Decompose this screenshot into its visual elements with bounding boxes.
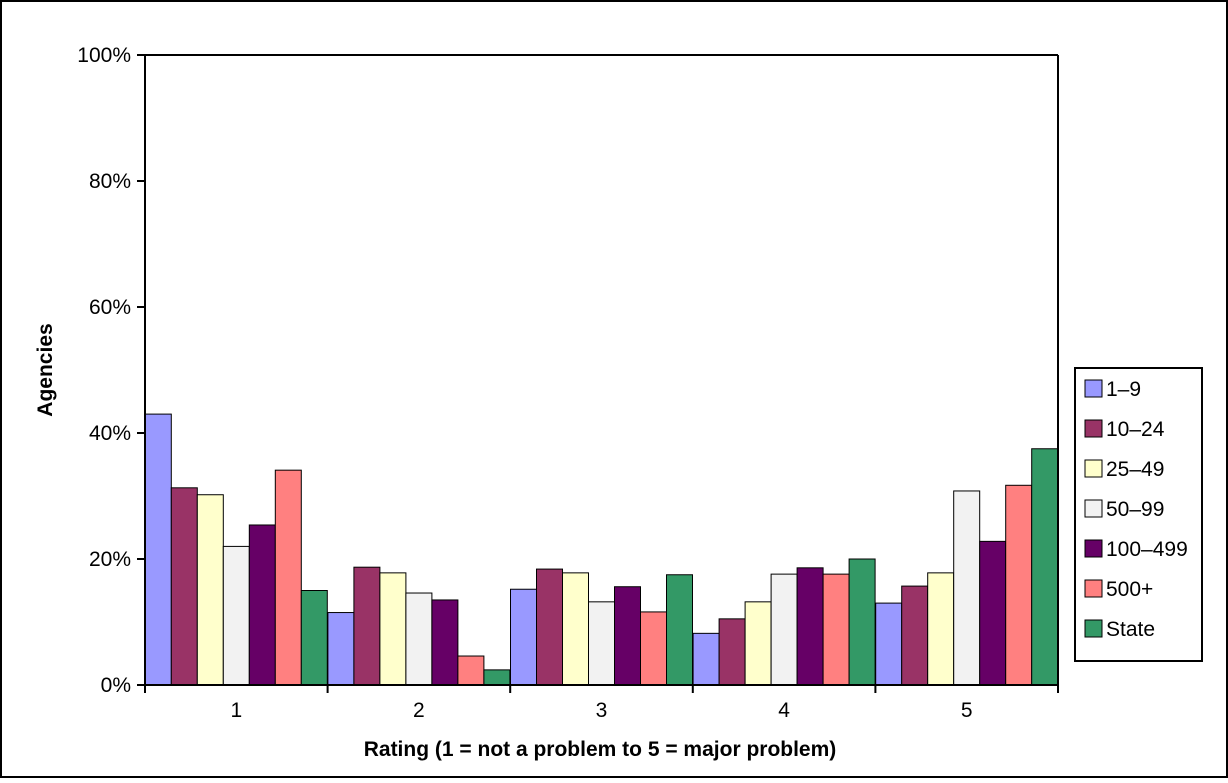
legend-swatch	[1084, 539, 1103, 558]
y-tick-label: 40%	[89, 422, 131, 445]
bar-500+-rating-3	[640, 611, 667, 686]
x-tick-label: 1	[230, 699, 242, 722]
legend-label: State	[1106, 618, 1155, 641]
legend-label: 500+	[1106, 578, 1153, 601]
bar-25–49-rating-2	[379, 572, 407, 686]
y-tick-label: 20%	[89, 548, 131, 571]
bar-10–24-rating-3	[536, 568, 563, 686]
bar-100–499-rating-3	[614, 586, 641, 686]
bar-25–49-rating-3	[562, 572, 589, 686]
bar-State-rating-5	[1031, 448, 1059, 686]
bar-25–49-rating-1	[196, 494, 224, 686]
x-axis-title: Rating (1 = not a problem to 5 = major p…	[364, 738, 837, 761]
x-tick-label: 3	[596, 699, 608, 722]
x-tick-label: 2	[413, 699, 425, 722]
legend-label: 50–99	[1106, 498, 1164, 521]
bar-100–499-rating-2	[431, 599, 459, 686]
bar-50–99-rating-4	[770, 573, 798, 686]
legend-swatch	[1084, 459, 1103, 478]
bar-25–49-rating-4	[744, 601, 772, 686]
bar-1–9-rating-3	[510, 588, 537, 686]
bar-1–9-rating-2	[327, 612, 355, 686]
bar-10–24-rating-1	[170, 487, 198, 686]
bar-500+-rating-4	[822, 573, 850, 686]
bar-100–499-rating-1	[248, 524, 276, 686]
bar-10–24-rating-4	[718, 618, 746, 686]
y-tick-label: 100%	[77, 44, 131, 67]
legend-label: 100–499	[1106, 538, 1188, 561]
bar-State-rating-1	[300, 590, 328, 686]
bar-10–24-rating-5	[901, 585, 929, 686]
bar-500+-rating-5	[1005, 484, 1033, 686]
bar-State-rating-3	[666, 574, 693, 686]
bar-50–99-rating-2	[405, 592, 433, 686]
legend-swatch	[1084, 579, 1103, 598]
legend-swatch	[1084, 379, 1103, 398]
legend-swatch	[1084, 499, 1103, 518]
bar-State-rating-2	[483, 669, 511, 686]
legend-swatch	[1084, 419, 1103, 438]
bar-1–9-rating-4	[692, 632, 720, 686]
bar-1–9-rating-1	[144, 413, 172, 686]
bar-10–24-rating-2	[353, 566, 381, 686]
legend-label: 25–49	[1106, 458, 1164, 481]
y-tick-label: 0%	[101, 674, 131, 697]
x-tick-label: 4	[778, 699, 790, 722]
bar-500+-rating-1	[274, 469, 302, 686]
legend-label: 1–9	[1106, 378, 1141, 401]
bar-25–49-rating-5	[927, 572, 955, 686]
bar-100–499-rating-5	[979, 540, 1007, 686]
bar-100–499-rating-4	[796, 567, 824, 686]
bar-1–9-rating-5	[875, 602, 903, 686]
bar-50–99-rating-5	[953, 490, 981, 686]
bar-500+-rating-2	[457, 655, 485, 686]
bar-State-rating-4	[848, 558, 876, 686]
legend-label: 10–24	[1106, 418, 1165, 441]
x-tick-label: 5	[961, 699, 973, 722]
y-tick-label: 80%	[89, 170, 131, 193]
y-tick-label: 60%	[89, 296, 131, 319]
legend-swatch	[1084, 619, 1103, 638]
bar-50–99-rating-3	[588, 601, 615, 686]
bar-50–99-rating-1	[222, 545, 250, 686]
legend: 1–9 10–24 25–49 50–99 100–499 500+ State	[1074, 367, 1203, 662]
y-axis-title: Agencies	[34, 323, 57, 416]
